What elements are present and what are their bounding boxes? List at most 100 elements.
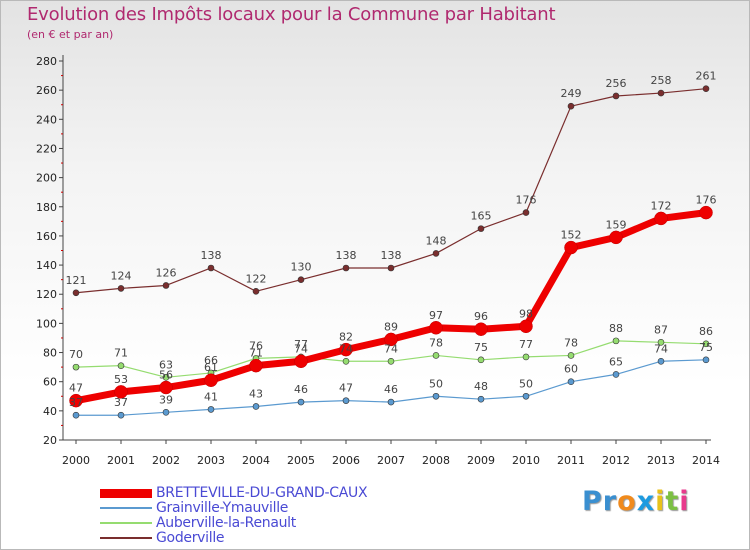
y-tick-label: 260 xyxy=(36,84,57,97)
data-point-grainville-ymauville xyxy=(567,378,575,385)
series-line-goderville xyxy=(75,88,707,294)
y-tick-label: 220 xyxy=(36,142,57,155)
data-label-auberville-la-renault: 70 xyxy=(69,348,83,361)
data-label-bretteville-du-grand-caux: 47 xyxy=(69,382,83,395)
data-point-auberville-la-renault xyxy=(432,352,440,359)
data-label-bretteville-du-grand-caux: 74 xyxy=(294,342,308,355)
data-point-goderville xyxy=(432,250,440,257)
data-point-bretteville-du-grand-caux xyxy=(474,322,488,336)
data-point-goderville xyxy=(387,264,395,272)
data-point-grainville-ymauville xyxy=(657,357,665,365)
data-label-bretteville-du-grand-caux: 97 xyxy=(429,309,443,322)
data-label-goderville: 138 xyxy=(336,249,357,262)
data-point-grainville-ymauville xyxy=(297,398,305,406)
data-point-auberville-la-renault xyxy=(612,337,620,345)
x-tick-label: 2007 xyxy=(377,454,405,467)
y-tick-label: 140 xyxy=(36,259,57,272)
x-tick-label: 2008 xyxy=(422,454,450,467)
data-point-goderville xyxy=(612,92,620,100)
data-label-goderville: 176 xyxy=(516,194,537,207)
data-label-grainville-ymauville: 37 xyxy=(69,396,83,409)
data-label-bretteville-du-grand-caux: 159 xyxy=(606,218,627,231)
x-tick-label: 2012 xyxy=(602,454,630,467)
legend-label: BRETTEVILLE-DU-GRAND-CAUX xyxy=(156,485,368,501)
data-point-grainville-ymauville xyxy=(342,397,350,404)
data-point-grainville-ymauville xyxy=(702,356,710,364)
data-label-auberville-la-renault: 78 xyxy=(429,336,443,349)
data-point-goderville xyxy=(657,89,665,97)
data-point-grainville-ymauville xyxy=(162,409,170,416)
x-tick-label: 2003 xyxy=(197,454,225,467)
line-chart: 20 40 60 80 100 120 140 160 180 200 220 240 260 280 20… xyxy=(36,55,720,467)
data-label-goderville: 124 xyxy=(111,269,132,282)
y-tick-label: 40 xyxy=(43,405,57,418)
y-tick-label: 120 xyxy=(36,288,57,301)
data-label-grainville-ymauville: 41 xyxy=(204,390,218,403)
data-label-bretteville-du-grand-caux: 89 xyxy=(384,320,398,333)
data-point-auberville-la-renault xyxy=(477,356,485,364)
legend-swatch xyxy=(100,522,152,524)
y-tick-label: 280 xyxy=(36,55,57,68)
x-tick-label: 2000 xyxy=(62,454,90,467)
data-label-auberville-la-renault: 77 xyxy=(519,338,533,351)
data-point-grainville-ymauville xyxy=(252,403,260,410)
data-label-auberville-la-renault: 88 xyxy=(609,322,623,335)
data-point-bretteville-du-grand-caux xyxy=(429,321,443,335)
data-label-goderville: 148 xyxy=(426,234,447,247)
data-label-goderville: 122 xyxy=(246,272,267,285)
chart-subtitle: (en € et par an) xyxy=(27,28,114,41)
data-label-goderville: 138 xyxy=(381,249,402,262)
data-label-goderville: 121 xyxy=(66,274,87,287)
x-tick-label: 2014 xyxy=(692,454,720,467)
data-label-auberville-la-renault: 74 xyxy=(384,342,398,355)
data-point-bretteville-du-grand-caux xyxy=(159,380,173,395)
data-label-goderville: 165 xyxy=(471,210,492,223)
data-point-bretteville-du-grand-caux xyxy=(699,205,713,220)
data-label-bretteville-du-grand-caux: 56 xyxy=(159,369,173,382)
data-label-grainville-ymauville: 65 xyxy=(609,355,623,368)
x-tick-label: 2002 xyxy=(152,454,180,467)
data-label-grainville-ymauville: 48 xyxy=(474,380,488,393)
data-label-grainville-ymauville: 60 xyxy=(564,363,578,376)
data-label-auberville-la-renault: 63 xyxy=(159,358,173,371)
data-label-bretteville-du-grand-caux: 61 xyxy=(204,361,218,374)
data-point-auberville-la-renault xyxy=(162,374,170,381)
data-point-goderville xyxy=(567,102,575,110)
data-point-bretteville-du-grand-caux xyxy=(519,319,533,334)
x-tick-label: 2004 xyxy=(242,454,270,467)
data-label-goderville: 249 xyxy=(561,87,582,100)
data-label-auberville-la-renault: 75 xyxy=(474,341,488,354)
data-point-grainville-ymauville xyxy=(207,406,215,413)
data-point-grainville-ymauville xyxy=(387,398,395,406)
data-label-grainville-ymauville: 50 xyxy=(429,377,443,390)
data-point-bretteville-du-grand-caux xyxy=(249,358,263,373)
data-label-grainville-ymauville: 75 xyxy=(699,341,713,354)
data-label-auberville-la-renault: 87 xyxy=(654,323,668,336)
data-point-grainville-ymauville xyxy=(612,371,620,378)
data-label-auberville-la-renault: 77 xyxy=(294,338,308,351)
data-label-grainville-ymauville: 74 xyxy=(654,342,668,355)
data-label-bretteville-du-grand-caux: 71 xyxy=(249,347,263,360)
data-label-grainville-ymauville: 39 xyxy=(159,393,173,406)
y-tick-label: 20 xyxy=(43,434,57,447)
data-label-grainville-ymauville: 46 xyxy=(384,383,398,396)
data-point-auberville-la-renault xyxy=(522,353,530,361)
y-tick-label: 80 xyxy=(43,347,57,360)
legend-swatch xyxy=(100,507,152,509)
data-label-auberville-la-renault: 86 xyxy=(699,325,713,338)
chart-axes: 20 40 60 80 100 120 140 160 180 200 220 240 260 280 20… xyxy=(36,55,720,467)
data-label-grainville-ymauville: 43 xyxy=(249,387,263,400)
x-tick-label: 2010 xyxy=(512,454,540,467)
y-tick-label: 60 xyxy=(43,376,57,389)
x-tick-label: 2009 xyxy=(467,454,495,467)
data-label-goderville: 256 xyxy=(606,77,627,90)
data-point-goderville xyxy=(207,264,215,272)
data-label-auberville-la-renault: 66 xyxy=(204,354,218,367)
data-label-goderville: 261 xyxy=(696,70,717,83)
data-point-auberville-la-renault xyxy=(387,357,395,365)
proxiti-logo: Proxiti xyxy=(582,486,690,517)
legend-swatch xyxy=(100,537,152,539)
data-point-grainville-ymauville xyxy=(522,392,530,400)
data-label-auberville-la-renault: 74 xyxy=(339,342,353,355)
data-point-goderville xyxy=(252,288,260,295)
